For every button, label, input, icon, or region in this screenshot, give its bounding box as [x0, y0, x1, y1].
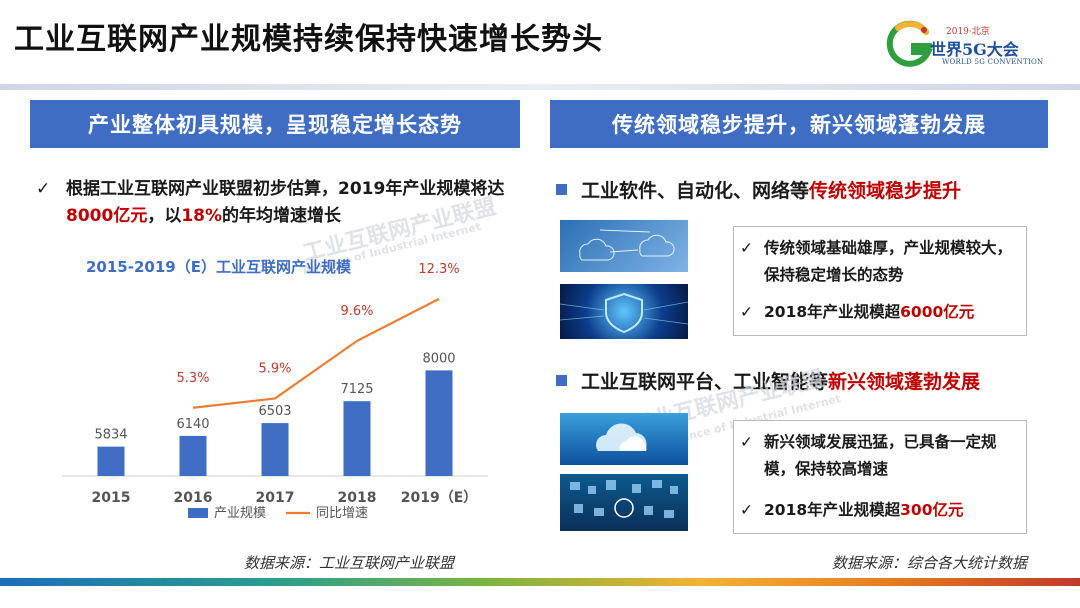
card-row: ✓ 2018年产业规模超300亿元 [740, 497, 1020, 524]
section-emerging: 工业互联网平台、工业智能等新兴领域蓬勃发展 [556, 367, 980, 394]
event-logo: 2019·北京 世界5G大会 WORLD 5G CONVENTION [886, 20, 1066, 70]
x-tick-label: 2016 [174, 490, 213, 506]
legend-bar-label: 产业规模 [214, 506, 266, 521]
cloud-network-image [560, 220, 688, 272]
card-row-highlight: 300亿元 [900, 501, 964, 519]
x-tick-label: 2017 [256, 490, 295, 506]
bar-2015 [97, 446, 125, 476]
card-row-text-pre: 2018年产业规模超 [764, 501, 901, 519]
check-icon: ✓ [740, 239, 753, 257]
left-source-note: 数据来源：工业互联网产业联盟 [244, 554, 455, 572]
bar-2018 [343, 401, 371, 476]
growth-rate-label: 12.3% [418, 262, 459, 277]
bar-value-label: 6503 [258, 404, 291, 419]
section-emerging-text: 工业互联网平台、工业智能等 [581, 371, 829, 393]
right-panel-header: 传统领域稳步提升，新兴领域蓬勃发展 [550, 100, 1048, 148]
card-row-text: 传统领域基础雄厚，产业规模较大，保持稳定增长的态势 [764, 239, 1013, 284]
x-tick-label: 2019（E） [401, 490, 478, 506]
section-emerging-highlight: 新兴领域蓬勃发展 [828, 371, 981, 393]
logo-english: WORLD 5G CONVENTION [942, 58, 1044, 66]
smart-industry-image [560, 474, 688, 531]
cloud-network-icon [579, 229, 675, 261]
app-grid-icon [570, 480, 678, 518]
legend-line-label: 同比增速 [316, 506, 368, 521]
check-icon: ✓ [740, 433, 753, 451]
bar-2019（E） [425, 370, 453, 476]
card-row-text: 新兴领域发展迅猛，已具备一定规模，保持较高增速 [764, 433, 997, 478]
section-traditional-highlight: 传统领域稳步提升 [809, 180, 962, 202]
card-row: ✓ 传统领域基础雄厚，产业规模较大，保持稳定增长的态势 [740, 235, 1020, 289]
check-icon: ✓ [740, 501, 753, 519]
traditional-info-card: ✓ 传统领域基础雄厚，产业规模较大，保持稳定增长的态势 ✓ 2018年产业规模超… [733, 226, 1027, 336]
card-row-text-pre: 2018年产业规模超 [764, 303, 901, 321]
cloud-icon [596, 423, 647, 451]
card-row-text: 2018年产业规模超6000亿元 [740, 299, 1020, 326]
card-row: ✓ 2018年产业规模超6000亿元 [740, 299, 1020, 326]
cloud-platform-image [560, 413, 688, 465]
right-source-note: 数据来源：综合各大统计数据 [832, 554, 1028, 572]
bullet-highlight-rate: 18% [181, 206, 223, 226]
bar-value-label: 8000 [422, 351, 455, 366]
growth-rate-label: 5.9% [258, 361, 291, 376]
page-title: 工业互联网产业规模持续保持快速增长势头 [14, 22, 603, 57]
bar-2016 [179, 435, 207, 476]
g-mark-icon [886, 20, 933, 67]
logo-year: 2019·北京 [946, 27, 990, 37]
growth-rate-label: 5.3% [176, 371, 209, 386]
industry-scale-chart: 5834 2015 6140 2016 5.3% 6503 2017 5.9% 7125 2018… [62, 262, 488, 521]
bullet-text-post: 的年均增速增长 [222, 206, 342, 226]
x-tick-label: 2018 [338, 490, 377, 506]
card-row: ✓ 新兴领域发展迅猛，已具备一定规模，保持较高增速 [740, 429, 1020, 483]
bar-value-label: 6140 [176, 417, 209, 432]
card-row-highlight: 6000亿元 [900, 303, 975, 321]
square-bullet-icon [556, 375, 567, 386]
growth-rate-label: 9.6% [340, 304, 373, 319]
section-traditional-text: 工业软件、自动化、网络等 [581, 180, 810, 202]
check-icon: ✓ [740, 303, 753, 321]
bullet-text-mid: ，以 [147, 206, 182, 226]
growth-rate-line [192, 297, 440, 409]
bullet-text-pre: 根据工业互联网产业联盟初步估算，2019年产业规模将达 [66, 179, 505, 199]
card-row-text: 2018年产业规模超300亿元 [740, 497, 1020, 524]
logo-name: 世界5G大会 [930, 40, 1019, 59]
footer-gradient-bar [0, 578, 1080, 586]
shield-icon [560, 292, 688, 334]
emerging-info-card: ✓ 新兴领域发展迅猛，已具备一定规模，保持较高增速 ✓ 2018年产业规模超30… [733, 420, 1027, 534]
square-bullet-icon [556, 184, 567, 195]
security-shield-image [560, 284, 688, 339]
chart-title: 2015-2019（E）工业互联网产业规模 [86, 258, 351, 276]
bar-2017 [261, 423, 289, 476]
legend-bar-swatch [188, 508, 208, 518]
left-bullet: ✓ 根据工业互联网产业联盟初步估算，2019年产业规模将达 8000亿元，以18%… [36, 176, 516, 230]
section-traditional: 工业软件、自动化、网络等传统领域稳步提升 [556, 176, 961, 203]
bullet-highlight-size: 8000亿元 [66, 206, 148, 226]
bar-value-label: 5834 [94, 428, 127, 443]
x-tick-label: 2015 [92, 490, 131, 506]
check-icon: ✓ [36, 179, 51, 199]
left-panel-header: 产业整体初具规模，呈现稳定增长态势 [30, 100, 520, 148]
bar-value-label: 7125 [340, 382, 373, 397]
left-bullet-text: 根据工业互联网产业联盟初步估算，2019年产业规模将达 8000亿元，以18%的年… [36, 176, 516, 230]
header-divider [0, 84, 1080, 90]
